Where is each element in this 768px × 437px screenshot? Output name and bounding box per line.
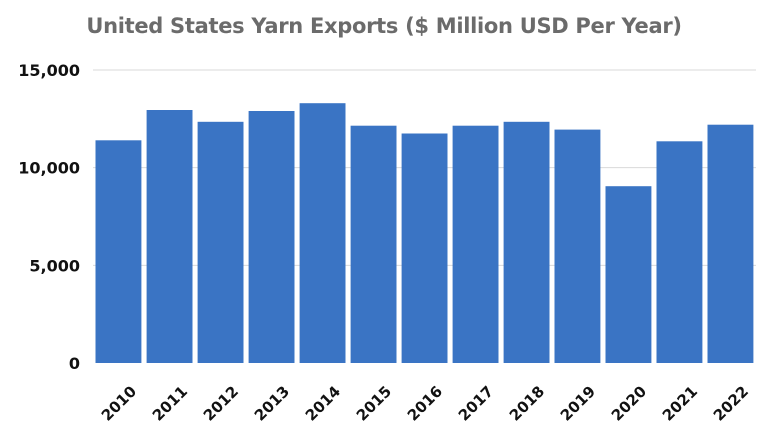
bar-2010 [95,140,142,363]
x-axis-tick-labels: 2010 2011 2012 2013 2014 2015 2016 2017 2018 2019… [98,382,752,424]
x-tick-label: 2015 [353,382,395,424]
bar-2013 [248,111,295,363]
x-tick-label: 2020 [608,382,650,424]
y-axis-tick-labels: 0 5,000 10,000 15,000 [18,61,80,373]
bar-2022 [707,124,754,363]
x-tick-label: 2010 [98,382,140,424]
x-tick-label: 2022 [710,382,752,424]
bar-2018 [503,121,550,363]
bar-2020 [605,186,652,363]
bar-2019 [554,129,601,363]
bar-2014 [299,103,346,363]
x-tick-label: 2019 [557,382,599,424]
chart-title: United States Yarn Exports ($ Million US… [86,14,682,38]
bars [95,103,754,363]
x-tick-label: 2012 [200,382,242,424]
y-tick-label: 5,000 [29,256,80,275]
y-tick-label: 15,000 [18,61,80,80]
x-tick-label: 2017 [455,382,497,424]
bar-2017 [452,125,499,363]
y-tick-label: 0 [69,354,80,373]
x-tick-label: 2021 [659,382,701,424]
x-tick-label: 2011 [149,382,191,424]
bar-2015 [350,125,397,363]
y-tick-label: 10,000 [18,159,80,178]
x-tick-label: 2018 [506,382,548,424]
x-tick-label: 2013 [251,382,293,424]
x-tick-label: 2014 [302,382,344,424]
bar-2011 [146,110,193,363]
bar-2012 [197,121,244,363]
x-tick-label: 2016 [404,382,446,424]
bar-2016 [401,133,448,363]
bar-2021 [656,141,703,363]
